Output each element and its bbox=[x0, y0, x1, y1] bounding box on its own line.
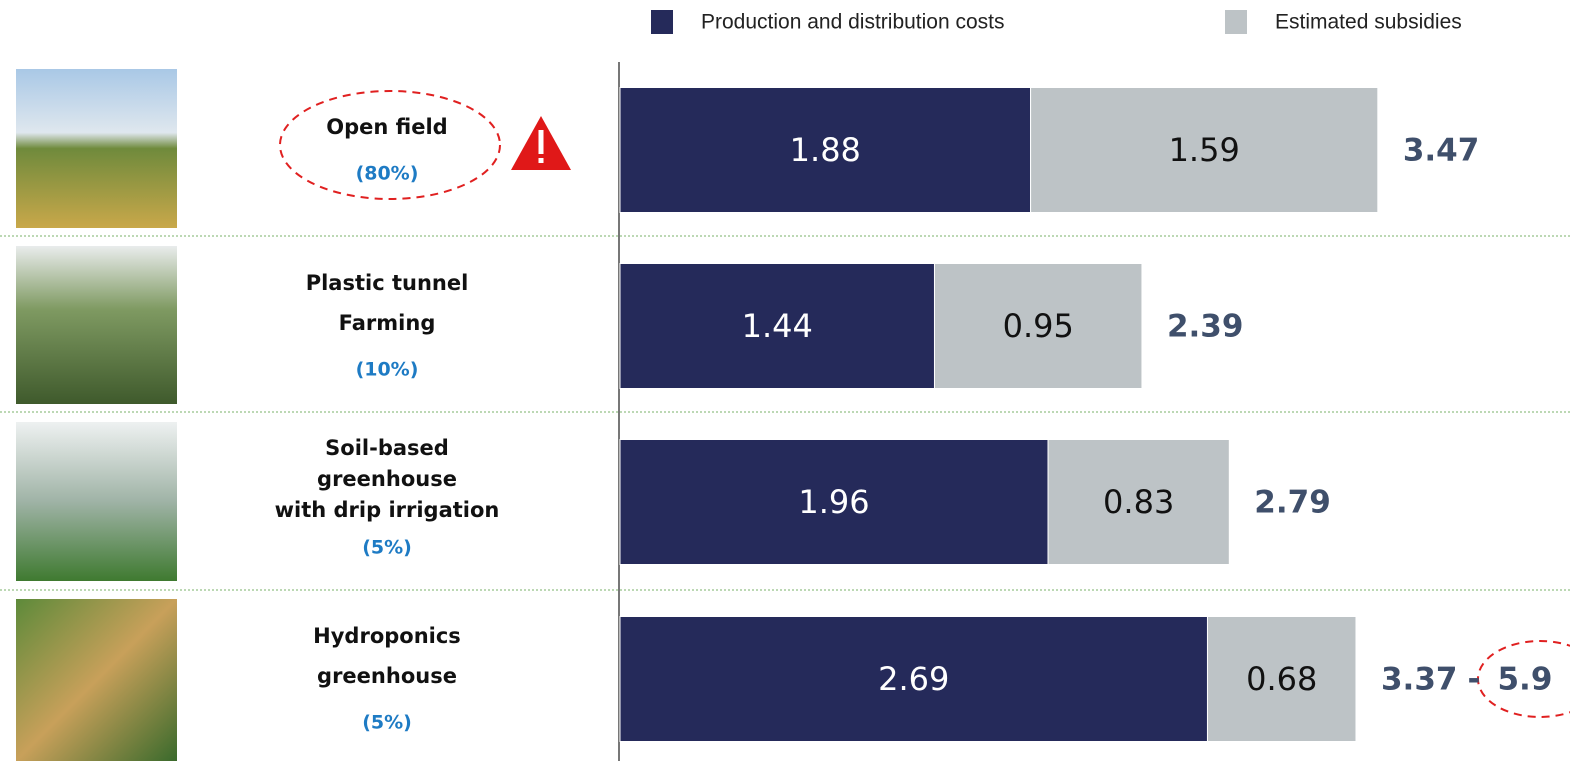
bar-segment bbox=[619, 263, 935, 389]
legend-label: Estimated subsidies bbox=[1275, 11, 1462, 34]
highlight-ellipse bbox=[279, 90, 501, 200]
value-label: 0.83 bbox=[1103, 483, 1174, 521]
legend-label: Production and distribution costs bbox=[701, 11, 1005, 34]
range-separator: - bbox=[1467, 662, 1480, 698]
total-label: 3.47 bbox=[1403, 133, 1480, 169]
share-label: (10%) bbox=[356, 359, 419, 381]
value-label: 1.88 bbox=[790, 131, 861, 169]
photo bbox=[16, 69, 177, 228]
total-label: 2.79 bbox=[1254, 485, 1331, 521]
value-label: 2.69 bbox=[878, 660, 949, 698]
bar-segment bbox=[1030, 87, 1379, 213]
category-label: Soil-based greenhouse with drip irrigation bbox=[275, 436, 500, 522]
highlight-ellipse bbox=[1477, 640, 1570, 718]
total-label: 2.39 bbox=[1167, 309, 1244, 345]
share-label: (5%) bbox=[362, 712, 412, 734]
value-label: 1.59 bbox=[1169, 131, 1240, 169]
category-label: Open field bbox=[326, 115, 447, 139]
warning-icon bbox=[511, 116, 571, 170]
value-label: 0.95 bbox=[1003, 307, 1074, 345]
total-upper-label: 5.9 bbox=[1497, 662, 1552, 698]
bar-segment bbox=[619, 616, 1208, 742]
bar-segment bbox=[619, 87, 1032, 213]
bar-segment bbox=[1206, 616, 1357, 742]
bar-segment bbox=[619, 439, 1049, 565]
value-label: 0.68 bbox=[1246, 660, 1317, 698]
photo bbox=[16, 422, 177, 581]
bar-segment bbox=[1047, 439, 1230, 565]
share-label: (5%) bbox=[362, 537, 412, 559]
legend-swatch bbox=[1225, 10, 1247, 34]
photo bbox=[16, 599, 177, 761]
share-label: (80%) bbox=[356, 163, 419, 185]
category-label: Plastic tunnel Farming bbox=[306, 271, 469, 335]
legend-swatch bbox=[651, 10, 673, 34]
value-label: 1.44 bbox=[742, 307, 813, 345]
total-label: 3.37 bbox=[1381, 662, 1458, 698]
category-label: Hydroponics greenhouse bbox=[313, 624, 461, 688]
bar-segment bbox=[933, 263, 1143, 389]
photo bbox=[16, 246, 177, 404]
value-label: 1.96 bbox=[798, 483, 869, 521]
